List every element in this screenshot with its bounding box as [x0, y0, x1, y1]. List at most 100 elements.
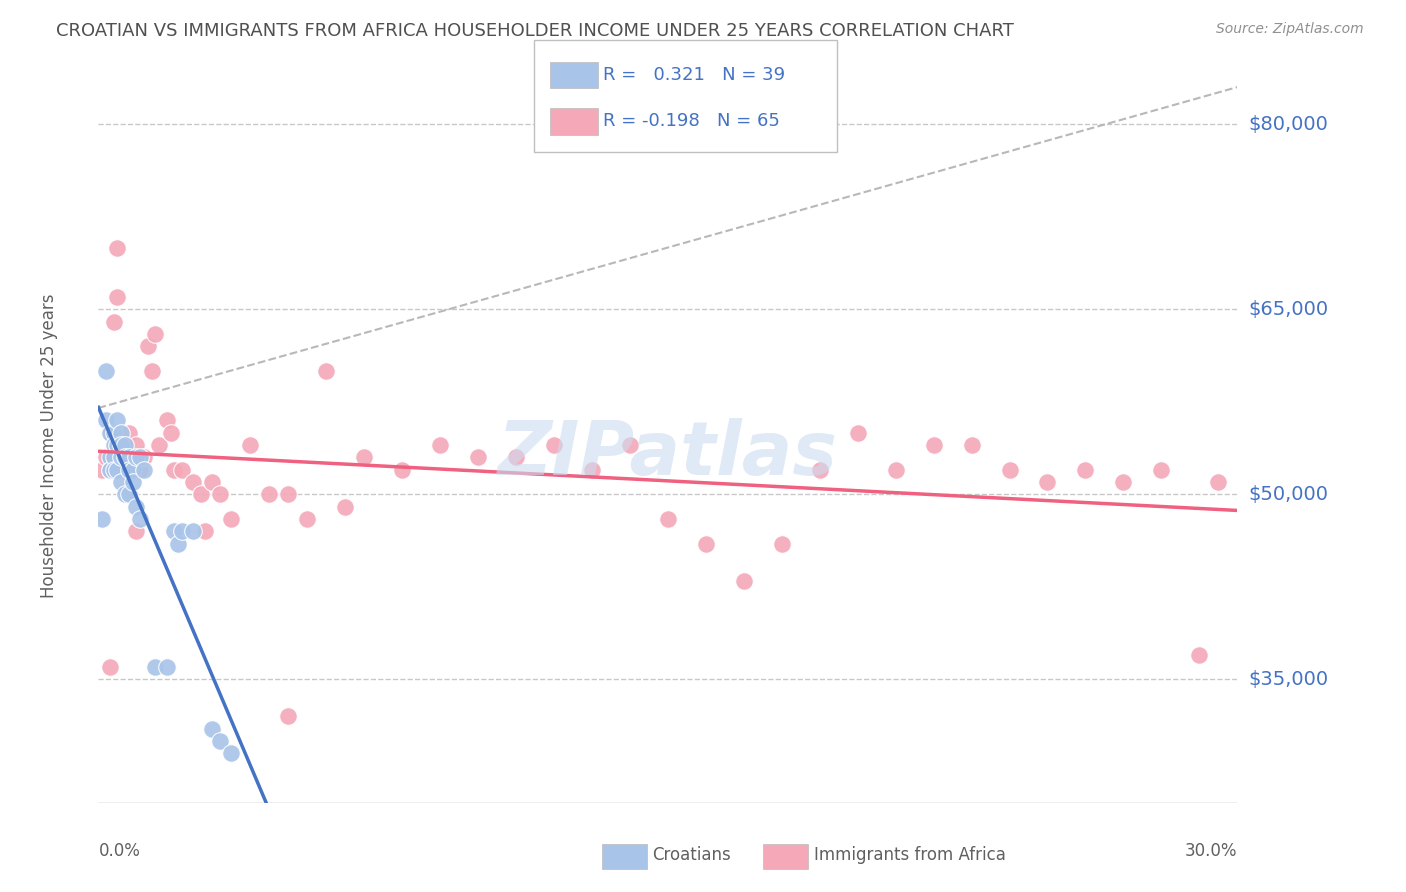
Point: [132, 462, 155, 476]
Point: [114, 462, 136, 476]
Point: [91, 512, 114, 526]
Point: [846, 425, 869, 440]
Point: [121, 462, 143, 476]
Point: [1188, 648, 1211, 662]
Point: [183, 475, 205, 489]
Point: [277, 709, 299, 723]
Point: [581, 462, 603, 476]
Point: [960, 438, 983, 452]
Point: [505, 450, 527, 465]
Point: [159, 425, 181, 440]
Point: [110, 438, 132, 452]
Point: [118, 487, 141, 501]
Point: [110, 450, 132, 465]
Point: [1112, 475, 1135, 489]
Text: $35,000: $35,000: [1249, 670, 1329, 689]
Point: [129, 462, 152, 476]
Point: [136, 339, 159, 353]
Point: [94, 450, 117, 465]
Point: [201, 722, 224, 736]
Point: [543, 438, 565, 452]
Point: [1208, 475, 1230, 489]
Point: [125, 438, 148, 452]
Point: [148, 438, 170, 452]
Point: [118, 450, 141, 465]
Point: [107, 240, 129, 254]
Point: [1074, 462, 1097, 476]
Point: [110, 438, 132, 452]
Point: [129, 450, 152, 465]
Text: 30.0%: 30.0%: [1185, 842, 1237, 860]
Point: [110, 475, 132, 489]
Point: [315, 364, 337, 378]
Point: [208, 487, 231, 501]
Text: R = -0.198   N = 65: R = -0.198 N = 65: [603, 112, 780, 130]
Point: [467, 450, 489, 465]
Point: [194, 524, 217, 539]
Text: $80,000: $80,000: [1249, 115, 1329, 134]
Point: [94, 413, 117, 427]
Point: [170, 462, 193, 476]
Point: [922, 438, 945, 452]
Point: [619, 438, 641, 452]
Point: [110, 462, 132, 476]
Point: [221, 747, 243, 761]
Point: [107, 290, 129, 304]
Point: [98, 462, 121, 476]
Point: [167, 536, 190, 550]
Point: [114, 450, 136, 465]
Point: [118, 462, 141, 476]
Point: [103, 462, 125, 476]
Point: [94, 364, 117, 378]
Point: [132, 450, 155, 465]
Point: [259, 487, 281, 501]
Point: [239, 438, 262, 452]
Text: R =   0.321   N = 39: R = 0.321 N = 39: [603, 66, 786, 84]
Point: [201, 475, 224, 489]
Point: [695, 536, 717, 550]
Point: [125, 450, 148, 465]
Text: Source: ZipAtlas.com: Source: ZipAtlas.com: [1216, 22, 1364, 37]
Point: [145, 326, 167, 341]
Point: [145, 660, 167, 674]
Point: [107, 462, 129, 476]
Point: [277, 487, 299, 501]
Point: [297, 512, 319, 526]
Text: $65,000: $65,000: [1249, 300, 1329, 318]
Point: [657, 512, 679, 526]
Point: [118, 450, 141, 465]
Point: [141, 364, 163, 378]
Point: [183, 524, 205, 539]
Point: [91, 462, 114, 476]
Point: [733, 574, 755, 588]
Point: [103, 462, 125, 476]
Text: Householder Income Under 25 years: Householder Income Under 25 years: [41, 293, 58, 599]
Point: [391, 462, 413, 476]
Point: [114, 487, 136, 501]
Point: [1036, 475, 1059, 489]
Point: [98, 425, 121, 440]
Point: [770, 536, 793, 550]
Point: [103, 438, 125, 452]
Point: [190, 487, 212, 501]
Point: [98, 425, 121, 440]
Point: [103, 314, 125, 328]
Point: [208, 734, 231, 748]
Point: [114, 438, 136, 452]
Point: [353, 450, 375, 465]
Point: [107, 438, 129, 452]
Point: [98, 660, 121, 674]
Text: ZIPatlas: ZIPatlas: [498, 418, 838, 491]
Point: [221, 512, 243, 526]
Point: [107, 413, 129, 427]
Text: $50,000: $50,000: [1249, 485, 1329, 504]
Point: [163, 524, 186, 539]
Point: [335, 500, 357, 514]
Point: [118, 425, 141, 440]
Point: [884, 462, 907, 476]
Point: [1150, 462, 1173, 476]
Point: [125, 524, 148, 539]
Text: Croatians: Croatians: [652, 847, 731, 864]
Point: [114, 438, 136, 452]
Point: [429, 438, 451, 452]
